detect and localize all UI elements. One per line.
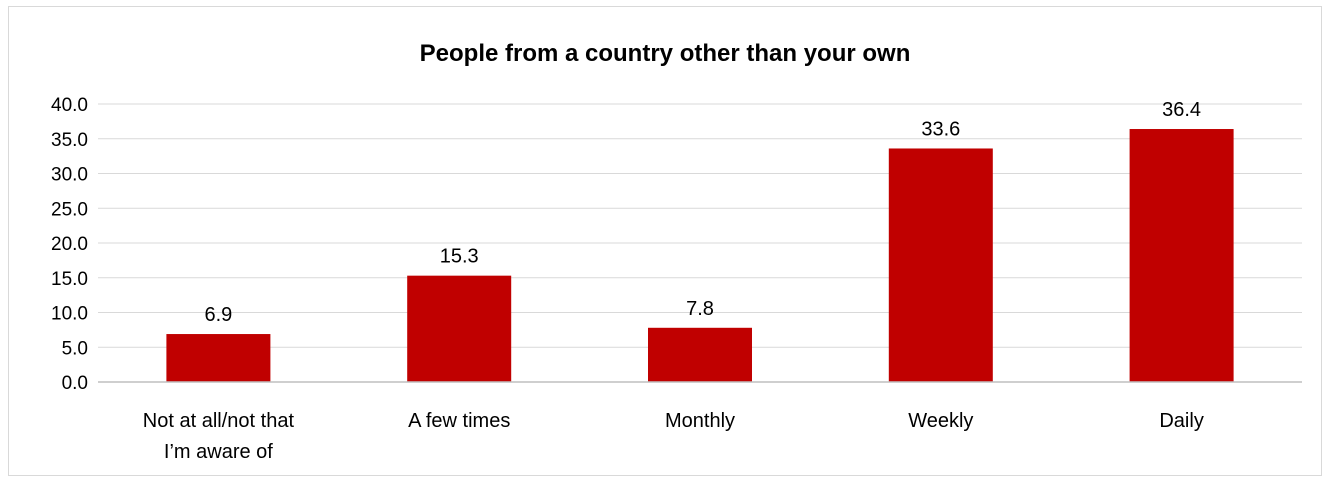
y-tick-label: 25.0 — [51, 199, 88, 220]
gridlines — [98, 103, 1302, 348]
bar — [166, 334, 271, 382]
data-label: 15.3 — [440, 246, 479, 268]
y-axis-tick-labels: 0.0 5.0 10.0 15.0 20.0 25.0 30.0 35.0 40.0 — [51, 95, 88, 394]
bar — [1129, 129, 1234, 382]
data-label: 33.6 — [921, 118, 960, 140]
category-label: Daily — [1159, 410, 1203, 432]
data-label: 6.9 — [204, 304, 232, 326]
category-labels: Not at all/not that I’m aware of A few tim… — [143, 410, 1204, 463]
category-label: I’m aware of — [164, 441, 273, 463]
bar — [888, 148, 993, 382]
y-tick-label: 30.0 — [51, 165, 88, 186]
chart-title: People from a country other than your ow… — [419, 40, 911, 67]
bar — [407, 275, 512, 382]
bar — [648, 327, 752, 382]
data-labels: 6.9 15.3 7.8 33.6 36.4 — [204, 99, 1201, 326]
y-tick-label: 20.0 — [51, 234, 88, 255]
category-label: Not at all/not that — [143, 410, 295, 432]
chart-area — [8, 6, 1322, 476]
category-label: A few times — [408, 410, 510, 432]
category-label: Weekly — [908, 410, 973, 432]
data-label: 7.8 — [686, 298, 714, 320]
y-tick-label: 5.0 — [62, 338, 88, 359]
y-tick-label: 15.0 — [51, 269, 88, 290]
bars — [166, 129, 1234, 382]
y-tick-label: 10.0 — [51, 304, 88, 325]
y-tick-label: 40.0 — [51, 95, 88, 116]
data-label: 36.4 — [1162, 99, 1201, 121]
y-tick-label: 35.0 — [51, 130, 88, 151]
y-tick-label: 0.0 — [62, 373, 88, 394]
category-label: Monthly — [665, 410, 735, 432]
